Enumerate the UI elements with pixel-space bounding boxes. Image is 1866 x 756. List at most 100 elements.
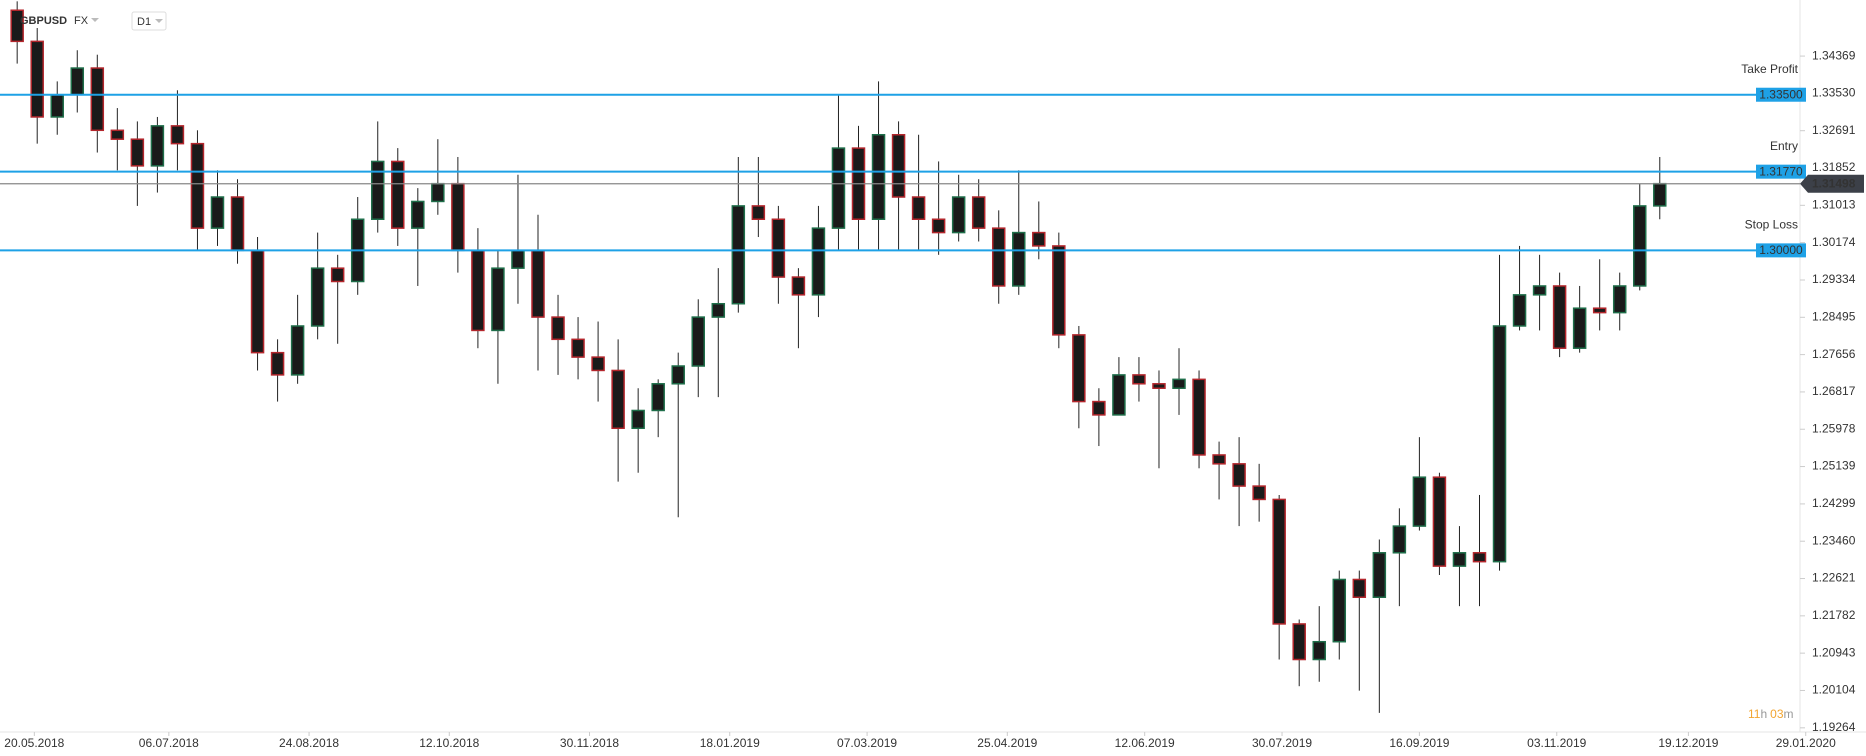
candle-body (391, 160, 405, 229)
candle-body (431, 182, 445, 203)
candle-body (631, 409, 645, 430)
candle (1532, 254, 1547, 331)
candle-body (90, 67, 105, 132)
candle (1432, 472, 1447, 576)
candle-body (1332, 578, 1347, 643)
candle-body (1312, 640, 1326, 661)
candle (991, 210, 1006, 304)
y-tick-label: 1.30174 (1812, 235, 1856, 249)
x-tick-label: 16.09.2019 (1389, 736, 1449, 750)
candle (1112, 357, 1126, 416)
candle (1412, 437, 1427, 531)
candle-body (1632, 205, 1647, 287)
candle (1392, 508, 1407, 607)
candle-body (951, 196, 966, 234)
x-tick-label: 12.10.2018 (419, 736, 479, 750)
candle-body (1272, 498, 1286, 625)
candle-body (551, 316, 565, 341)
candle-body (1653, 182, 1667, 207)
x-tick-label: 30.11.2018 (560, 736, 619, 750)
candle (1612, 272, 1627, 331)
level-name: Take Profit (1741, 62, 1798, 76)
candle-body (1592, 307, 1607, 314)
candle-body (370, 160, 385, 220)
candle-body (731, 205, 746, 305)
candle (731, 156, 746, 313)
candle-body (871, 133, 886, 220)
candle-body (691, 316, 706, 367)
timer-m: m (1784, 707, 1794, 721)
candle-body (911, 196, 926, 220)
candle-body (1232, 463, 1246, 487)
candle-body (1212, 454, 1226, 465)
symbol[interactable]: GBPUSD (20, 15, 67, 27)
candle-body (50, 93, 64, 118)
candle (611, 339, 625, 482)
market-dropdown-arrow[interactable] (91, 18, 99, 22)
candle (1332, 570, 1347, 660)
candle-body (1492, 325, 1507, 563)
y-tick-label: 1.29334 (1812, 272, 1856, 286)
candle-body (471, 249, 485, 332)
candle (911, 134, 926, 251)
x-tick-label: 07.03.2019 (837, 736, 897, 750)
y-tick-label: 1.31013 (1812, 197, 1856, 211)
candle (1272, 494, 1286, 660)
candle (1232, 437, 1246, 527)
candle (1312, 606, 1326, 682)
candle-body (1152, 383, 1166, 389)
candle (531, 214, 545, 371)
candle-body (290, 325, 305, 376)
interval-selector[interactable] (131, 11, 167, 31)
level-price: 1.30000 (1759, 243, 1803, 257)
candle-body (210, 196, 225, 229)
candle-body (1612, 285, 1627, 314)
y-tick-label: 1.25978 (1812, 421, 1856, 435)
candle (330, 254, 345, 344)
candle (391, 148, 405, 246)
y-tick-label: 1.19264 (1812, 720, 1856, 734)
candle (1452, 526, 1467, 607)
candle (1372, 539, 1387, 713)
candle (1512, 245, 1527, 331)
candle-body (751, 205, 766, 220)
candle (411, 188, 425, 286)
candle-body (1092, 400, 1106, 416)
candle-body (831, 147, 846, 229)
candle-body (411, 200, 425, 229)
candle (170, 90, 185, 171)
x-tick-label: 20.05.2018 (4, 736, 64, 750)
candle (1212, 441, 1226, 500)
candle (1472, 494, 1487, 607)
candle-body (1032, 231, 1046, 247)
candle-body (190, 142, 205, 229)
candle-body (170, 125, 185, 145)
interval-dropdown-arrow[interactable] (155, 19, 163, 23)
candle (1132, 357, 1146, 402)
candle (651, 379, 665, 438)
interval[interactable]: D1 (137, 16, 151, 28)
x-tick-label: 29.01.2020 (1776, 736, 1836, 750)
candle-body (310, 267, 325, 327)
candle (691, 299, 706, 398)
timer-minutes: 03 (1770, 707, 1784, 721)
candle-body (671, 365, 685, 385)
candle-body (250, 249, 265, 354)
candle-body (1372, 552, 1387, 599)
candle-body (811, 227, 826, 296)
candle (891, 121, 906, 251)
level-name: Stop Loss (1745, 218, 1798, 232)
candle (10, 1, 24, 64)
candle-body (1352, 578, 1367, 599)
candle-body (1572, 307, 1587, 349)
candle (811, 205, 826, 318)
candle (1012, 170, 1026, 295)
candle (1072, 325, 1086, 429)
candle-body (1392, 525, 1407, 554)
candle (1592, 259, 1607, 331)
candle (1632, 183, 1647, 291)
candle-body (711, 302, 726, 318)
candle-body (1172, 378, 1186, 389)
candle-body (1532, 285, 1547, 296)
